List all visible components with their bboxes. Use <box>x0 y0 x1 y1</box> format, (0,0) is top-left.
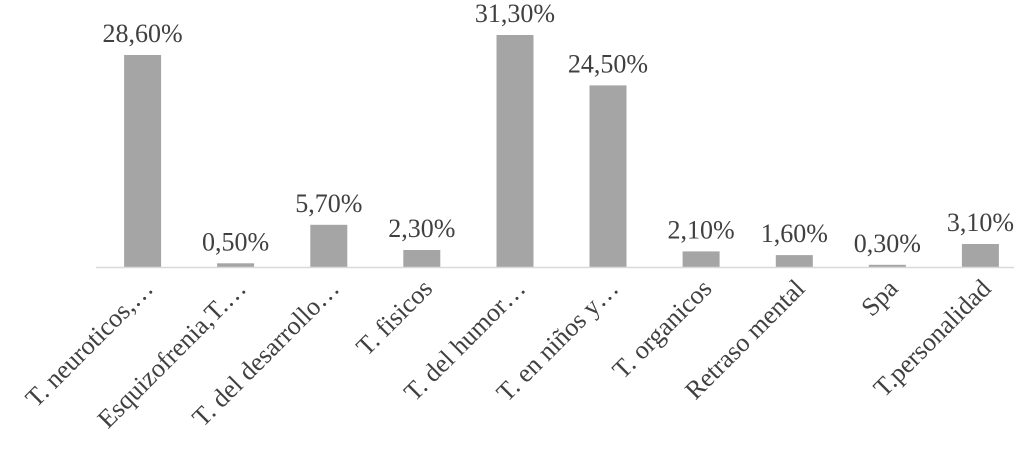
bar <box>868 264 906 267</box>
data-label: 28,60% <box>103 19 183 48</box>
data-label: 0,50% <box>202 227 269 256</box>
x-tick-label: T. fisicos <box>350 274 438 362</box>
data-label: 2,10% <box>668 215 735 244</box>
bar <box>961 244 999 267</box>
data-label: 0,30% <box>854 229 921 258</box>
data-label: 3,10% <box>947 208 1014 237</box>
bar <box>217 263 255 267</box>
data-label: 31,30% <box>475 0 555 28</box>
bar <box>310 224 348 267</box>
tick-labels-layer: T. neuroticos,…Esquizofrenia,T.…T. del d… <box>20 273 997 433</box>
x-tick-label: Spa <box>855 273 903 321</box>
bar <box>775 255 813 267</box>
bar <box>403 250 441 267</box>
bars-layer <box>124 35 999 268</box>
bar <box>589 85 627 268</box>
data-label: 2,30% <box>388 214 455 243</box>
data-label: 5,70% <box>295 189 362 218</box>
data-label: 1,60% <box>761 219 828 248</box>
value-labels-layer: 28,60% 0,50% 5,70% 2,30% 31,30% 24,50% 2,10% 1,… <box>103 0 1014 258</box>
data-label: 24,50% <box>568 49 648 78</box>
bar <box>124 55 162 267</box>
bar <box>496 35 534 267</box>
bar <box>682 251 720 267</box>
